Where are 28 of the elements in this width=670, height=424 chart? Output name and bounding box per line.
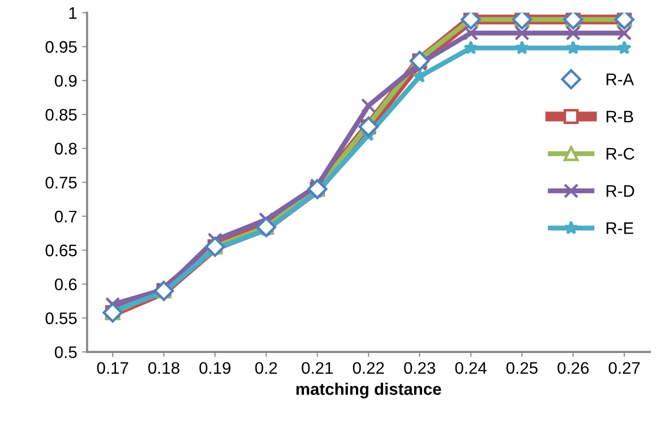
x-tick-label: 0.22 [352, 362, 384, 374]
x-tick-label: 0.19 [199, 362, 230, 374]
x-tick-label: 0.26 [558, 362, 589, 374]
x-tick-label: 0.21 [302, 362, 333, 374]
x-tick-label: 0.25 [506, 362, 538, 374]
legend-label: R-E [606, 222, 634, 234]
x-tick-label: 0.23 [404, 362, 436, 374]
x-tick-label: 0.2 [255, 362, 277, 374]
y-tick-label: 0.95 [46, 41, 77, 53]
legend-label: R-C [606, 148, 634, 160]
y-tick-label: 0.5 [54, 346, 77, 358]
x-tick-label: 0.24 [455, 362, 487, 374]
y-tick-label: 0.6 [54, 278, 77, 290]
y-tick-label: 0.7 [54, 210, 77, 222]
y-tick-label: 0.55 [46, 312, 77, 324]
legend-label: R-B [606, 110, 634, 122]
x-tick-label: 0.18 [148, 362, 180, 374]
legend-label: R-A [606, 74, 634, 86]
y-tick-label: 0.75 [46, 176, 77, 189]
x-tick-label: 0.17 [97, 362, 128, 374]
x-axis-title: matching distance [296, 382, 442, 398]
y-tick-label: 0.85 [46, 108, 77, 121]
legend-label: R-D [606, 185, 634, 197]
x-tick-label: 0.27 [608, 362, 640, 374]
y-tick-label: 1 [69, 7, 77, 19]
y-tick-label: 0.8 [54, 142, 77, 155]
y-tick-label: 0.65 [46, 244, 77, 256]
y-tick-label: 0.9 [54, 74, 77, 87]
